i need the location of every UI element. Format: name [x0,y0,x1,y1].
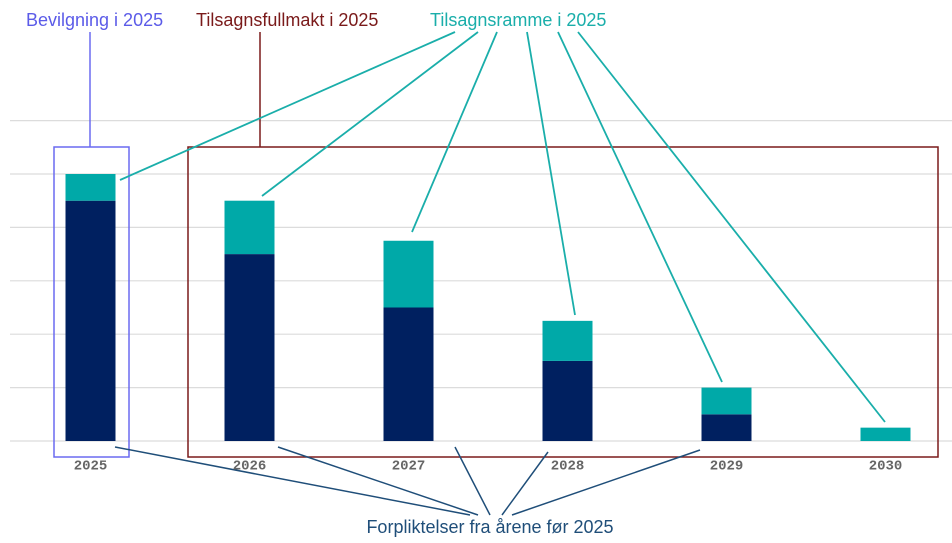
leader-line [114,446,471,516]
bar-segment [224,200,275,255]
bar-segment [383,307,434,441]
annotation: Tilsagnsfullmakt i 2025 [196,10,378,30]
bar-segment [542,360,593,441]
bar-segment [542,320,593,361]
annotation: Bevilgning i 2025 [26,10,163,30]
leader-line [526,31,576,316]
annotation: Tilsagnsramme i 2025 [430,10,606,30]
leader-line [454,446,491,516]
bars [65,174,911,441]
grid [10,119,952,442]
leader-line [411,31,498,233]
bar-segment [224,254,275,441]
leader-line [277,446,479,516]
x-tick-label: 2028 [551,459,585,475]
bar-segment [383,240,434,308]
bar-segment [65,200,116,441]
x-tick-label: 2029 [710,459,744,475]
x-tick-label: 2030 [869,459,903,475]
annotation: Forpliktelser fra årene før 2025 [366,517,613,537]
leader-lines [119,31,886,423]
appropriation-box [53,146,130,458]
x-tick-label: 2026 [233,459,267,475]
bar-segment [701,387,752,415]
leader-line [119,31,456,181]
authorization-box [187,146,939,458]
leader-lines [114,446,701,516]
bar-segment [65,174,116,201]
x-tick-label: 2025 [74,459,108,475]
leader-line [577,31,886,423]
leader-line [557,31,723,383]
leader-line [511,449,701,516]
x-tick-label: 2027 [392,459,426,475]
bar-segment [860,427,911,441]
bar-segment [701,414,752,441]
leader-line [501,451,549,516]
leader-line [261,31,479,197]
